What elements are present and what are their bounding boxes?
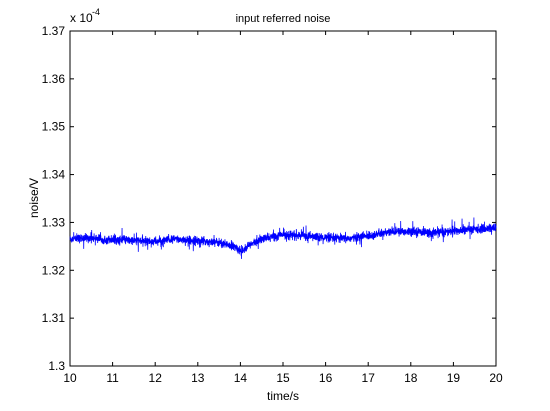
x-tick-label: 12 [149, 371, 163, 385]
x-tick-label: 16 [319, 371, 333, 385]
x-tick-label: 14 [234, 371, 248, 385]
x-tick-label: 17 [362, 371, 376, 385]
y-tick-label: 1.31 [42, 311, 66, 325]
y-tick-label: 1.37 [42, 24, 66, 38]
chart-title: input referred noise [236, 13, 331, 25]
y-axis-label: noise/V [27, 178, 41, 218]
x-tick-label: 10 [63, 371, 77, 385]
x-tick-label: 15 [276, 371, 290, 385]
x-tick-label: 19 [447, 371, 461, 385]
y-multiplier: x 10 [70, 11, 93, 25]
y-tick-label: 1.34 [42, 168, 66, 182]
x-axis-label: time/s [267, 389, 299, 403]
x-tick-label: 18 [404, 371, 418, 385]
x-tick-label: 13 [191, 371, 205, 385]
x-tick-label: 11 [106, 371, 119, 385]
plot-area [69, 30, 497, 367]
y-tick-label: 1.3 [48, 359, 65, 373]
series-layer [69, 217, 497, 259]
y-tick-label: 1.33 [42, 215, 66, 229]
x-tick-label: 20 [489, 371, 503, 385]
y-exponent: -4 [92, 7, 100, 17]
y-tick-label: 1.35 [42, 120, 66, 134]
tick-layer: 10 11 12 13 14 15 16 17 18 19 20 1.3 1.31 1.32 1.33 1.3… [42, 24, 503, 385]
y-tick-label: 1.36 [42, 72, 66, 86]
y-tick-label: 1.32 [42, 263, 66, 277]
series-line [69, 217, 497, 259]
